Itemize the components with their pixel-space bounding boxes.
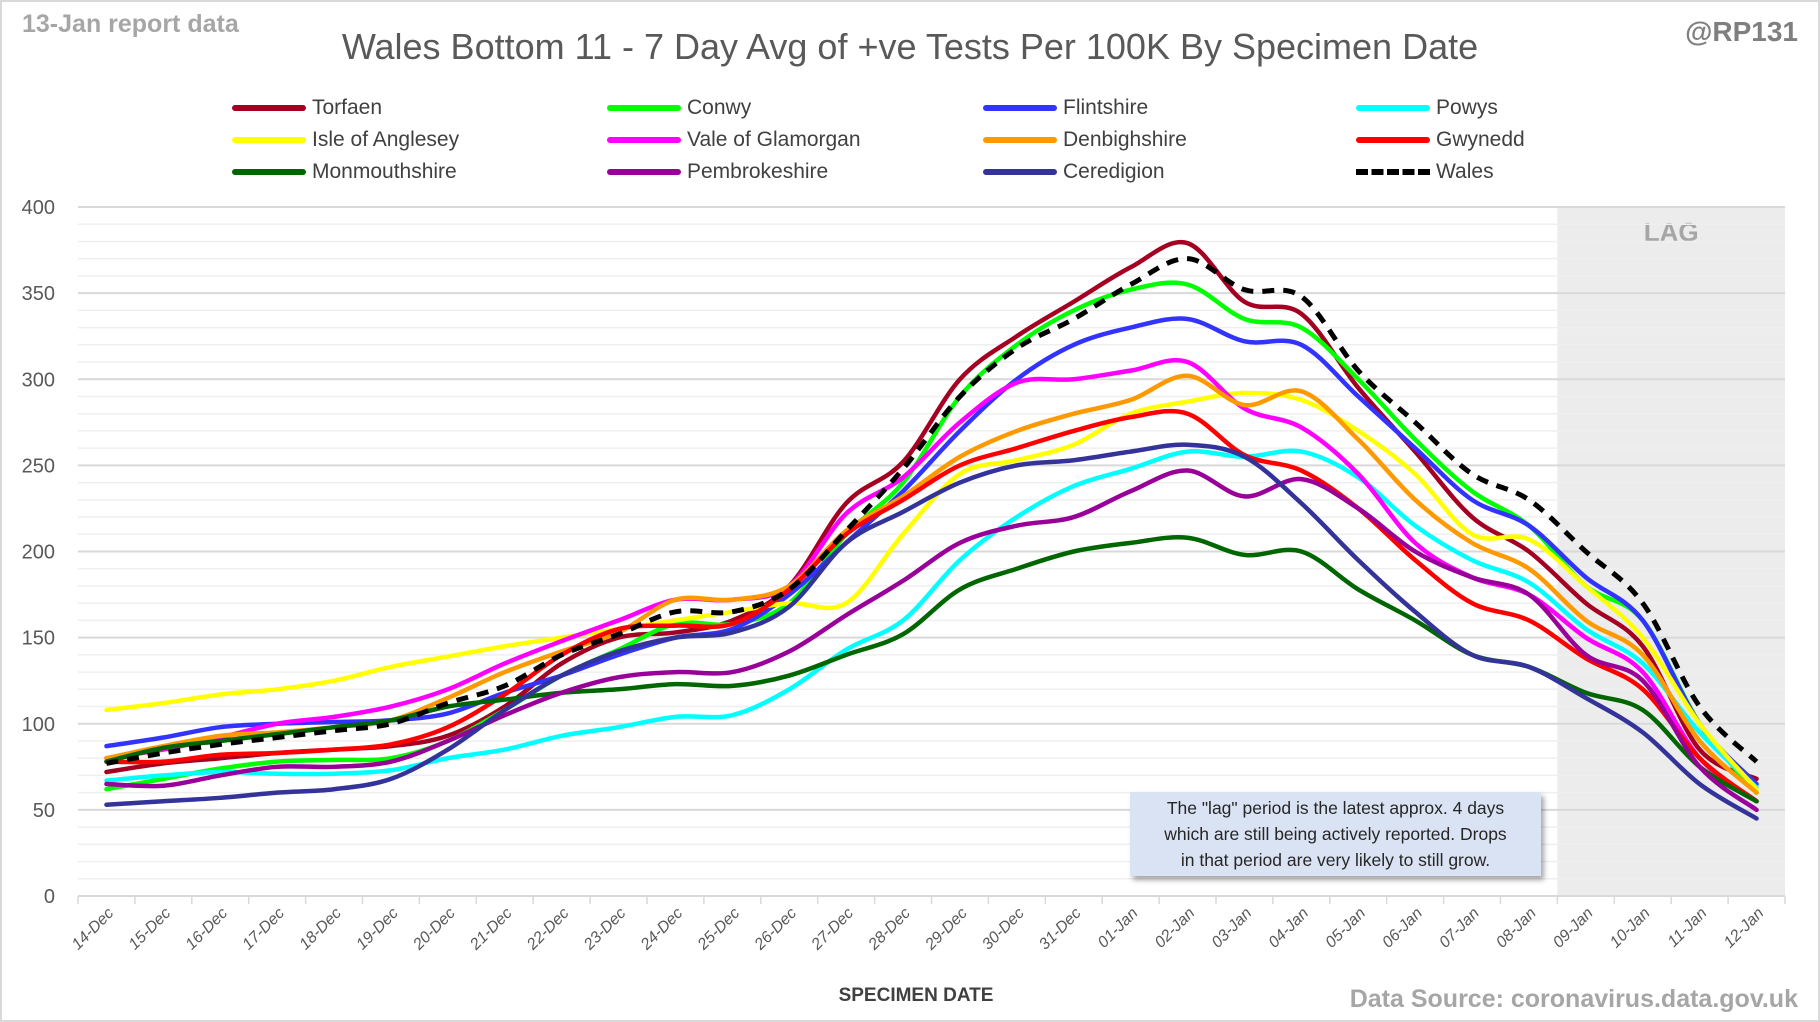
legend-item: Torfaen [232,92,382,124]
y-tick-label: 150 [22,628,55,650]
x-tick-label: 03-Jan [1209,905,1256,952]
x-tick-label: 29-Dec [922,905,971,954]
legend-swatch [1356,169,1430,175]
legend-swatch [232,105,306,111]
x-tick-label: 26-Dec [751,905,800,954]
legend-item: Monmouthshire [232,156,457,188]
legend-label: Isle of Anglesey [312,128,460,151]
data-source-label: Data Source: coronavirus.data.gov.uk [1349,985,1798,1013]
y-tick-label: 300 [22,369,55,391]
report-date-label: 13-Jan report data [22,10,239,38]
legend-swatch [1356,105,1430,111]
x-tick-label: 17-Dec [239,905,287,953]
series-layer [104,239,1759,821]
x-tick-label: 06-Jan [1379,905,1426,952]
legend-label: Ceredigion [1063,160,1165,183]
legend-swatch [983,105,1057,111]
x-tick-label: 15-Dec [126,905,174,953]
x-tick-label: 27-Dec [808,905,857,954]
legend-label: Monmouthshire [312,160,457,183]
x-axis-title: SPECIMEN DATE [838,985,994,1006]
series-line-ceredigion [104,442,1759,821]
x-tick-label: 23-Dec [580,905,629,954]
legend-label: Denbighshire [1063,128,1187,151]
legend-swatch [232,137,306,143]
legend-label: Vale of Glamorgan [687,128,861,151]
series-line-wales [106,256,1759,766]
legend-swatch [983,169,1057,175]
x-tick-label: 20-Dec [409,905,458,954]
legend-swatch [232,169,306,175]
x-tick-label: 21-Dec [466,905,515,954]
legend-label: Conwy [687,96,752,119]
y-tick-label: 0 [44,886,55,908]
y-tick-label: 100 [22,714,55,736]
x-tick-label: 16-Dec [183,905,231,953]
x-tick-label: 24-Dec [637,905,686,954]
legend-label: Gwynedd [1436,128,1525,151]
lag-label: LAG [1644,217,1699,247]
y-tick-label: 400 [22,197,55,219]
x-tick-label: 08-Jan [1493,905,1540,952]
x-tick-label: 04-Jan [1266,905,1313,952]
chart-title: Wales Bottom 11 - 7 Day Avg of +ve Tests… [341,26,1479,67]
legend-item: Vale of Glamorgan [607,124,861,156]
lag-annotation-line: in that period are very likely to still … [1180,850,1491,870]
legend-item: Denbighshire [983,124,1187,156]
x-tick-label: 05-Jan [1322,905,1369,952]
legend-item: Ceredigion [983,156,1165,188]
legend-label: Powys [1436,96,1498,119]
x-tick-label: 14-Dec [69,905,117,953]
legend-swatch [983,137,1057,143]
legend-swatch [607,137,681,143]
legend-item: Wales [1356,156,1494,188]
legend-item: Isle of Anglesey [232,124,459,156]
y-tick-label: 200 [22,542,55,564]
y-tick-label: 50 [33,800,55,822]
series-line-pembrokeshire [104,468,1759,813]
legend-label: Torfaen [312,96,383,119]
series-line-isle-of-anglesey [104,390,1759,792]
legend-item: Gwynedd [1356,124,1525,156]
series-line-torfaen [104,239,1759,782]
lag-annotation-line: The "lag" period is the latest approx. 4… [1166,798,1505,818]
legend-item: Flintshire [983,92,1148,124]
x-tick-label: 25-Dec [694,905,743,954]
series-line-vale-of-glamorgan [104,358,1759,804]
x-tick-label: 10-Jan [1607,905,1654,952]
legend-label: Flintshire [1063,96,1149,119]
x-tick-label: 02-Jan [1152,905,1199,952]
legend-item: Conwy [607,92,751,124]
x-tick-label: 31-Dec [1036,905,1084,953]
x-tick-label: 12-Jan [1721,905,1768,952]
lag-annotation-line: which are still being actively reported.… [1164,824,1507,844]
legend-swatch [607,169,681,175]
series-line-powys [104,448,1759,790]
legend-label: Wales [1436,160,1494,183]
legend-swatch [607,105,681,111]
x-tick-label: 01-Jan [1095,905,1142,952]
legend-swatch [1356,137,1430,143]
x-tick-label: 30-Dec [979,905,1027,953]
y-tick-label: 250 [22,455,55,477]
lag-annotation-box: The "lag" period is the latest approx. 4… [1130,792,1541,876]
series-line-gwynedd [104,408,1759,804]
legend-item: Pembrokeshire [607,156,828,188]
legend-item: Powys [1356,92,1498,124]
x-tick-label: 09-Jan [1550,905,1597,952]
x-tick-label: 22-Dec [523,905,572,954]
x-tick-label: 07-Jan [1436,905,1483,952]
x-tick-label: 11-Jan [1665,905,1711,951]
legend-label: Pembrokeshire [687,160,829,183]
y-tick-label: 350 [22,283,55,305]
x-tick-label: 18-Dec [296,905,344,953]
x-tick-label: 19-Dec [353,905,401,953]
legend: Torfaen Conwy Flintshire Powys Isle of Angle… [0,92,1820,192]
x-tick-label: 28-Dec [865,905,914,954]
author-handle: @RP131 [1685,16,1798,47]
